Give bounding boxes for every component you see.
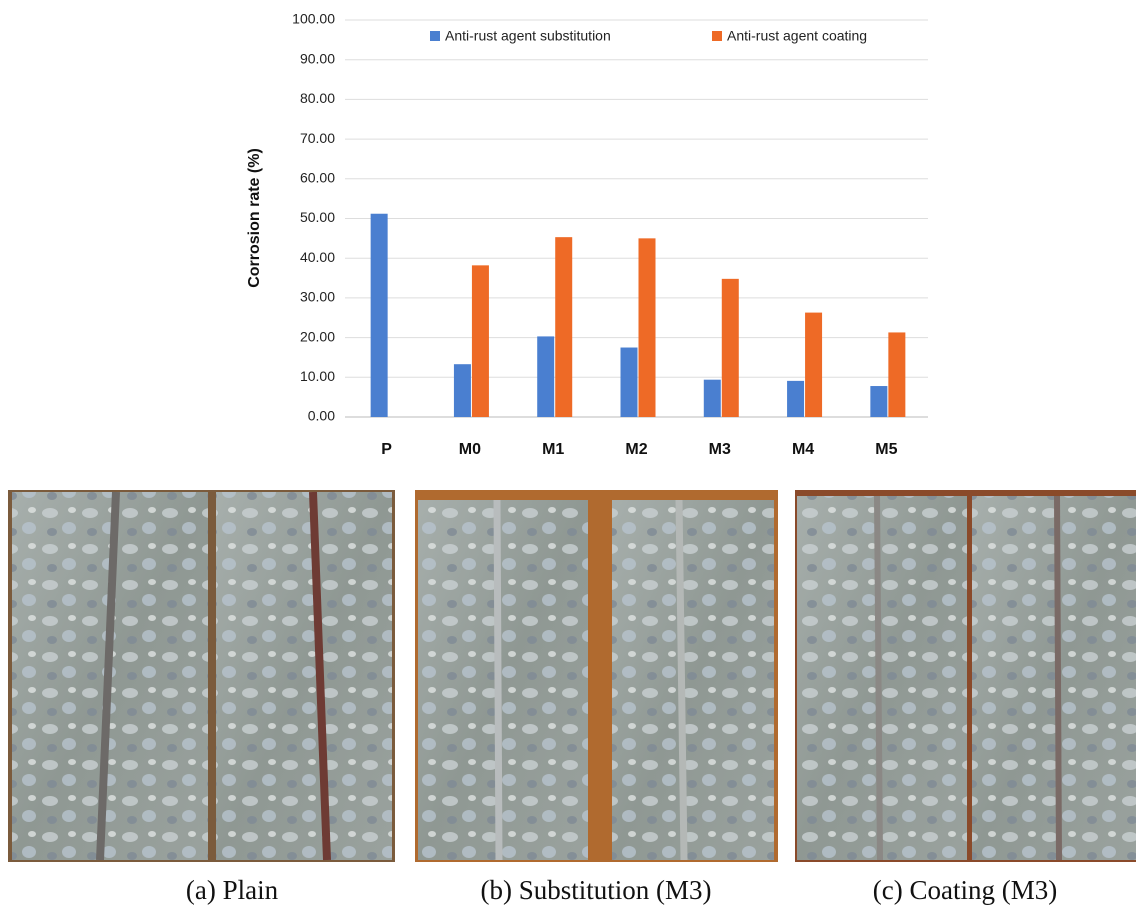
bar [722, 279, 739, 417]
y-tick-label: 20.00 [300, 328, 335, 344]
specimen-texture [972, 496, 1136, 860]
figure: (a) Plain (b) Substitution (M3) (c) Coat… [0, 0, 1136, 917]
bar [870, 386, 887, 417]
bar [805, 313, 822, 417]
bar [621, 348, 638, 417]
y-tick-label: 80.00 [300, 90, 335, 106]
rebar [497, 500, 499, 860]
y-tick-label: 100.00 [292, 11, 335, 27]
legend-label: Anti-rust agent coating [727, 28, 867, 44]
caption: (a) Plain [186, 875, 279, 905]
photos [8, 490, 1136, 862]
x-tick-label: P [381, 441, 392, 458]
bar [555, 237, 572, 417]
y-tick-label: 60.00 [300, 170, 335, 186]
y-tick-label: 50.00 [300, 209, 335, 225]
bar [639, 238, 656, 417]
bar [787, 381, 804, 417]
bar [537, 336, 554, 417]
x-tick-label: M5 [875, 441, 897, 458]
x-tick-label: M4 [792, 441, 814, 458]
legend-swatch [430, 31, 440, 41]
bar [371, 214, 388, 417]
specimen-texture [612, 500, 774, 860]
y-tick-label: 40.00 [300, 249, 335, 265]
bar [454, 364, 471, 417]
x-tick-label: M3 [709, 441, 731, 458]
bar [704, 380, 721, 417]
chart: (a) Plain (b) Substitution (M3) (c) Coat… [0, 0, 1136, 917]
bar [472, 265, 489, 417]
x-tick-label: M2 [625, 441, 647, 458]
legend-label: Anti-rust agent substitution [445, 28, 611, 44]
y-tick-label: 0.00 [308, 408, 335, 424]
y-tick-label: 10.00 [300, 368, 335, 384]
x-tick-label: M1 [542, 441, 564, 458]
specimen-texture [418, 500, 588, 860]
rebar [877, 496, 880, 860]
y-axis-label: Corrosion rate (%) [246, 148, 263, 288]
y-tick-label: 30.00 [300, 289, 335, 305]
rebar [679, 500, 684, 860]
y-tick-label: 70.00 [300, 130, 335, 146]
x-tick-label: M0 [459, 441, 481, 458]
y-tick-label: 90.00 [300, 50, 335, 66]
rebar [1057, 496, 1059, 860]
caption: (b) Substitution (M3) [480, 875, 711, 905]
specimen-texture [216, 492, 392, 860]
bar [888, 332, 905, 417]
caption: (c) Coating (M3) [873, 875, 1057, 905]
legend-swatch [712, 31, 722, 41]
